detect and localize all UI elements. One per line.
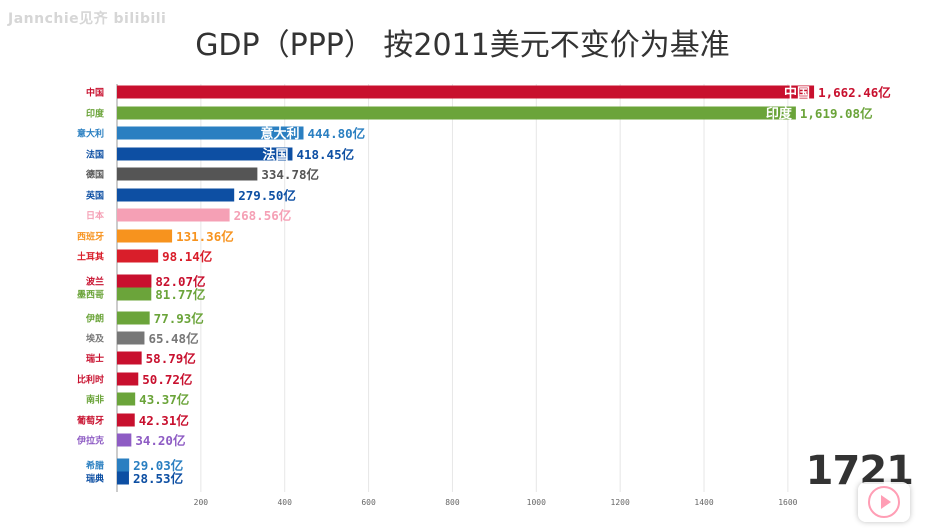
x-tick-label: 200: [194, 498, 209, 507]
x-tick-label: 800: [445, 498, 460, 507]
bar-name-label: 意大利: [260, 126, 299, 142]
value-label: 98.14亿: [162, 249, 212, 264]
bar: [117, 287, 152, 301]
value-label: 50.72亿: [142, 372, 192, 387]
x-tick-label: 600: [361, 498, 376, 507]
bar: [117, 413, 135, 427]
bar: [117, 208, 230, 222]
value-label: 81.77亿: [155, 287, 205, 302]
chart-title: GDP（PPP） 按2011美元不变价为基准: [195, 28, 730, 63]
bar: [117, 433, 132, 447]
bar-name-label: 印度: [766, 106, 793, 122]
value-label: 34.20亿: [135, 433, 185, 448]
x-tick-label: 1200: [611, 498, 630, 507]
bar-name-label: 中国: [784, 85, 810, 101]
bar: [117, 351, 142, 365]
value-label: 65.48亿: [148, 331, 198, 346]
category-label: 比利时: [77, 374, 104, 386]
bar: [117, 458, 130, 472]
bar: [117, 274, 152, 288]
category-label: 英国: [85, 190, 104, 202]
bar: [117, 229, 173, 243]
value-label: 58.79亿: [146, 351, 196, 366]
category-label: 西班牙: [77, 231, 104, 243]
category-label: 德国: [86, 169, 104, 181]
category-label: 土耳其: [77, 251, 104, 263]
category-label: 波兰: [86, 276, 104, 288]
category-label: 埃及: [86, 333, 105, 345]
bar: [117, 249, 159, 263]
bar: [117, 372, 139, 386]
bar: [117, 126, 304, 140]
value-label: 77.93亿: [154, 311, 204, 326]
bar: [117, 392, 136, 406]
bar: [117, 471, 129, 485]
value-label: 444.80亿: [308, 126, 366, 141]
play-icon: [868, 486, 900, 518]
value-label: 418.45亿: [296, 147, 354, 162]
category-label: 伊朗: [85, 313, 104, 325]
bar: [117, 188, 235, 202]
category-label: 南非: [86, 394, 104, 406]
value-label: 334.78亿: [261, 167, 319, 182]
x-tick-label: 1600: [778, 498, 797, 507]
x-tick-label: 400: [277, 498, 292, 507]
category-label: 瑞典: [86, 473, 104, 485]
bar-name-label: 法国: [262, 147, 288, 163]
value-label: 42.31亿: [139, 413, 189, 428]
category-label: 瑞士: [86, 353, 104, 365]
category-label: 日本: [86, 210, 105, 222]
play-triangle-icon: [880, 495, 891, 509]
value-label: 279.50亿: [238, 188, 296, 203]
category-label: 意大利: [77, 128, 104, 140]
value-label: 82.07亿: [155, 274, 205, 289]
x-tick-label: 1000: [527, 498, 546, 507]
value-label: 131.36亿: [176, 229, 234, 244]
value-label: 29.03亿: [133, 458, 183, 473]
category-label: 希腊: [86, 460, 104, 472]
bar: [117, 331, 145, 345]
bar: [117, 167, 258, 181]
bar: [117, 147, 293, 161]
value-label: 28.53亿: [133, 471, 183, 486]
category-label: 伊拉克: [76, 435, 104, 447]
value-label: 1,662.46亿: [818, 85, 891, 100]
category-label: 葡萄牙: [76, 415, 104, 427]
value-label: 1,619.08亿: [800, 106, 873, 121]
category-label: 中国: [86, 87, 104, 99]
category-label: 法国: [86, 149, 104, 161]
value-label: 268.56亿: [234, 208, 292, 223]
category-label: 印度: [86, 108, 105, 120]
bar: [117, 311, 150, 325]
watermark: Jannchie见齐 bilibili: [8, 11, 167, 27]
x-tick-label: 1400: [694, 498, 713, 507]
bar: [117, 85, 815, 99]
category-label: 墨西哥: [77, 290, 104, 301]
bar: [117, 106, 796, 120]
value-label: 43.37亿: [139, 392, 189, 407]
play-button[interactable]: [858, 482, 910, 522]
